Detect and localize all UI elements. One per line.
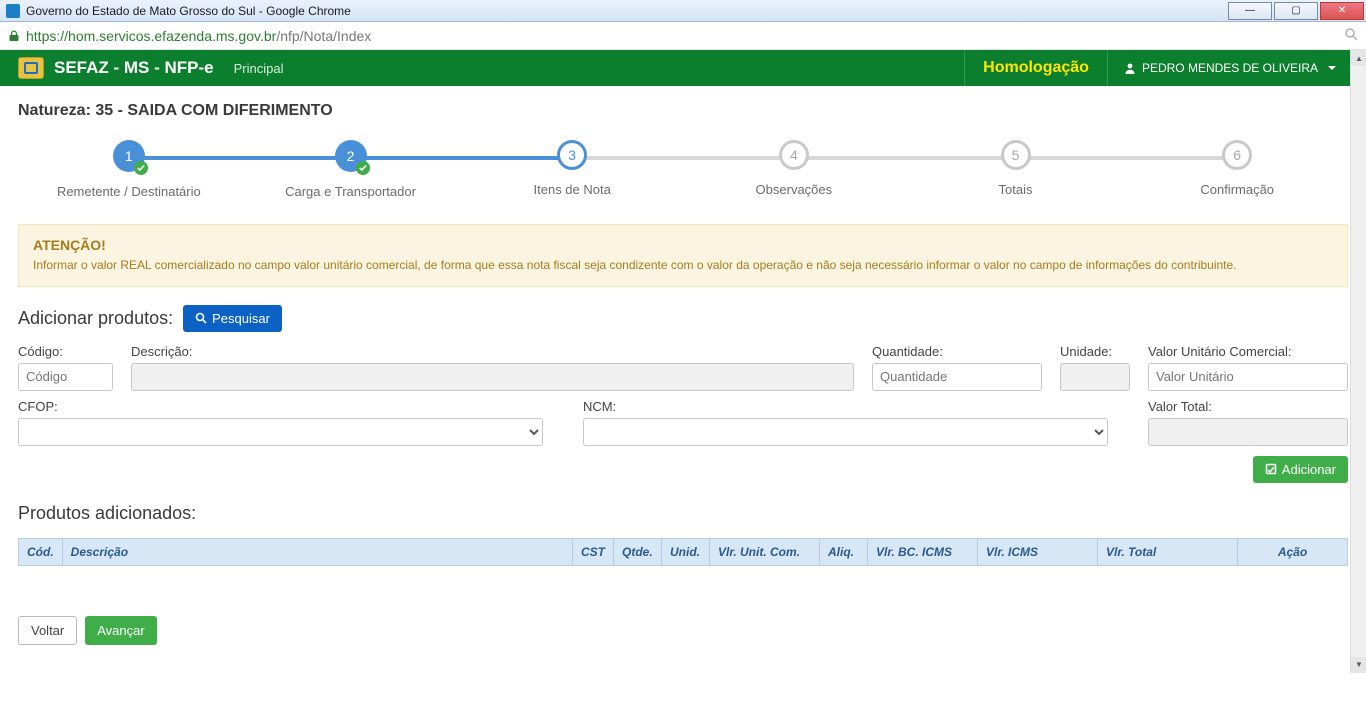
- col-cod: Cód.: [19, 538, 63, 565]
- lock-icon: [8, 30, 20, 42]
- back-button[interactable]: Voltar: [18, 616, 77, 645]
- wizard-step-label: Itens de Nota: [461, 182, 683, 197]
- input-codigo[interactable]: [18, 363, 113, 391]
- window-close-button[interactable]: ✕: [1320, 2, 1364, 20]
- brand-title: SEFAZ - MS - NFP-e: [54, 58, 214, 78]
- search-products-button[interactable]: Pesquisar: [183, 305, 282, 332]
- col-cst: CST: [573, 538, 614, 565]
- wizard-step-6[interactable]: 6Confirmação: [1126, 140, 1348, 199]
- label-codigo: Código:: [18, 344, 113, 359]
- user-menu[interactable]: PEDRO MENDES DE OLIVEIRA: [1108, 61, 1348, 75]
- input-quantidade[interactable]: [872, 363, 1042, 391]
- add-product-button[interactable]: Adicionar: [1253, 456, 1348, 483]
- wizard-step-label: Remetente / Destinatário: [18, 184, 240, 199]
- add-button-label: Adicionar: [1282, 462, 1336, 477]
- select-ncm[interactable]: [583, 418, 1108, 446]
- col-vlr-bc: Vlr. BC. ICMS: [868, 538, 978, 565]
- wizard-step-4[interactable]: 4Observações: [683, 140, 905, 199]
- label-descricao: Descrição:: [131, 344, 854, 359]
- col-unid: Unid.: [662, 538, 710, 565]
- caret-down-icon: [1328, 66, 1336, 70]
- url-scheme: https: [26, 28, 56, 44]
- scroll-down-icon[interactable]: ▼: [1351, 657, 1366, 673]
- check-icon: [356, 161, 370, 175]
- wizard-step-1[interactable]: 1Remetente / Destinatário: [18, 140, 240, 199]
- input-unidade: [1060, 363, 1130, 391]
- select-cfop[interactable]: [18, 418, 543, 446]
- col-vlr-unit: Vlr. Unit. Com.: [710, 538, 820, 565]
- window-title: Governo do Estado de Mato Grosso do Sul …: [26, 4, 351, 18]
- brand-logo: [18, 57, 44, 79]
- url-host: ://hom.servicos.efazenda.ms.gov.br: [56, 28, 276, 44]
- col-aliq: Aliq.: [820, 538, 868, 565]
- wizard-step-label: Totais: [905, 182, 1127, 197]
- window-minimize-button[interactable]: —: [1228, 2, 1272, 20]
- window-maximize-button[interactable]: ▢: [1274, 2, 1318, 20]
- address-bar[interactable]: https://hom.servicos.efazenda.ms.gov.br/…: [0, 22, 1366, 50]
- wizard-step-label: Observações: [683, 182, 905, 197]
- next-button[interactable]: Avançar: [85, 616, 156, 645]
- input-valor-unit[interactable]: [1148, 363, 1348, 391]
- wizard-step-label: Confirmação: [1126, 182, 1348, 197]
- label-ncm: NCM:: [583, 399, 1108, 414]
- url-path: /nfp/Nota/Index: [276, 28, 371, 44]
- user-name: PEDRO MENDES DE OLIVEIRA: [1142, 61, 1318, 75]
- col-vlr-total: Vlr. Total: [1098, 538, 1238, 565]
- label-valor-total: Valor Total:: [1148, 399, 1348, 414]
- nav-link-principal[interactable]: Principal: [234, 61, 284, 76]
- wizard-stepper: 1Remetente / Destinatário2Carga e Transp…: [18, 140, 1348, 210]
- scroll-up-icon[interactable]: ▲: [1351, 50, 1366, 66]
- added-products-title: Produtos adicionados:: [18, 503, 1348, 524]
- wizard-step-label: Carga e Transportador: [240, 184, 462, 199]
- input-descricao: [131, 363, 854, 391]
- alert-title: ATENÇÃO!: [33, 237, 1333, 253]
- search-button-label: Pesquisar: [212, 311, 270, 326]
- label-quantidade: Quantidade:: [872, 344, 1042, 359]
- col-vlr-icms: Vlr. ICMS: [978, 538, 1098, 565]
- page-title: Natureza: 35 - SAIDA COM DIFERIMENTO: [18, 98, 1348, 134]
- environment-badge: Homologação: [964, 50, 1108, 86]
- products-table: Cód. Descrição CST Qtde. Unid. Vlr. Unit…: [18, 538, 1348, 566]
- add-products-title: Adicionar produtos:: [18, 308, 173, 329]
- check-icon: [134, 161, 148, 175]
- user-icon: [1124, 62, 1136, 74]
- scrollbar[interactable]: ▲ ▼: [1350, 50, 1366, 673]
- window-titlebar: Governo do Estado de Mato Grosso do Sul …: [0, 0, 1366, 22]
- favicon: [6, 4, 20, 18]
- col-qtde: Qtde.: [614, 538, 662, 565]
- warning-alert: ATENÇÃO! Informar o valor REAL comercial…: [18, 224, 1348, 287]
- alert-text: Informar o valor REAL comercializado no …: [33, 257, 1333, 274]
- col-acao: Ação: [1238, 538, 1348, 565]
- top-navbar: SEFAZ - MS - NFP-e Principal Homologação…: [0, 50, 1366, 86]
- label-cfop: CFOP:: [18, 399, 543, 414]
- label-valor-unit: Valor Unitário Comercial:: [1148, 344, 1348, 359]
- wizard-step-5[interactable]: 5Totais: [905, 140, 1127, 199]
- input-valor-total: [1148, 418, 1348, 446]
- label-unidade: Unidade:: [1060, 344, 1130, 359]
- wizard-step-2[interactable]: 2Carga e Transportador: [240, 140, 462, 199]
- wizard-step-3[interactable]: 3Itens de Nota: [461, 140, 683, 199]
- search-icon[interactable]: [1344, 27, 1358, 44]
- col-descricao: Descrição: [62, 538, 572, 565]
